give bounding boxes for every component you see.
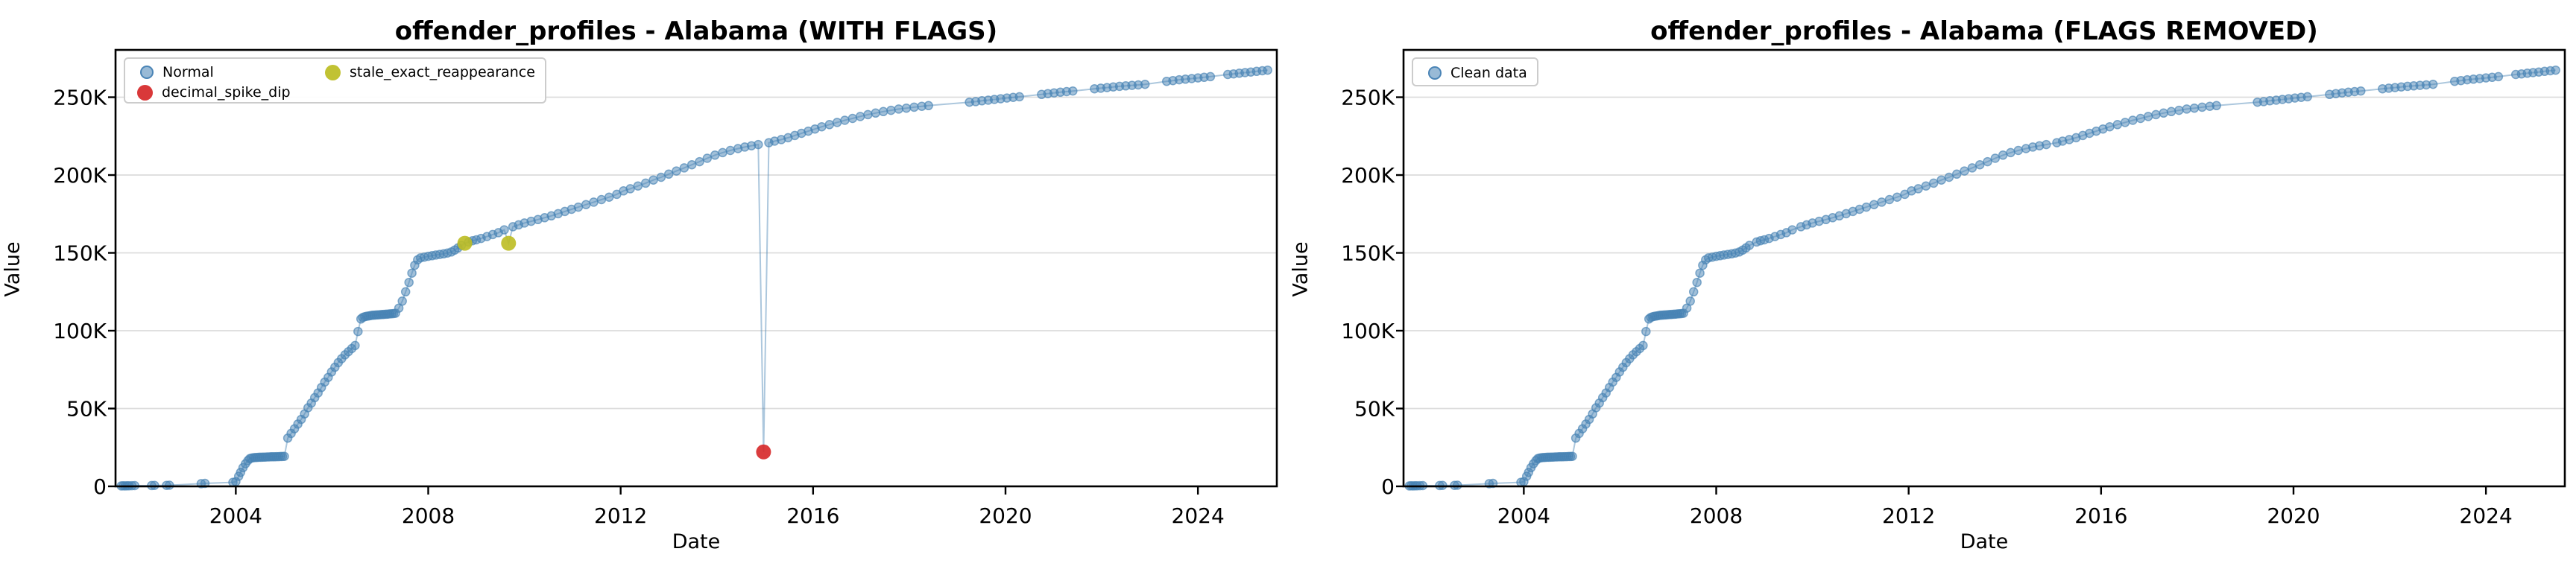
decimal-spike-dip-marker-icon	[137, 84, 153, 101]
x-tick-label: 2004	[1497, 503, 1550, 528]
x-tick-label: 2012	[594, 503, 647, 528]
y-tick-label: 200K	[53, 163, 107, 188]
x-axis-ticks: 2004 2008 2012 2016 2020 2024	[1497, 486, 2513, 528]
stale-exact-reappearance-point	[501, 235, 517, 251]
x-tick-label: 2004	[209, 503, 262, 528]
y-tick-label: 250K	[1341, 86, 1395, 110]
x-axis-label: Date	[672, 530, 721, 553]
x-axis-ticks: 2004 2008 2012 2016 2020 2024	[209, 486, 1225, 528]
y-tick-label: 100K	[53, 319, 107, 343]
gridlines	[1404, 96, 2565, 410]
x-tick-label: 2020	[979, 503, 1032, 528]
x-tick-label: 2008	[1690, 503, 1743, 528]
y-tick-label: 150K	[1341, 241, 1395, 266]
normal-data-points	[1404, 65, 2560, 491]
flagged-data-points	[457, 235, 771, 460]
plot-svg-flags-removed: 2004 2008 2012 2016 2020 2024 0 50K 100K 150K 200K…	[1341, 48, 2566, 528]
x-axis-label: Date	[1960, 530, 2009, 553]
y-tick-label: 0	[1381, 474, 1395, 499]
y-tick-label: 50K	[66, 397, 107, 422]
figure-with-flags: 2004 2008 2012 2016 2020 2024 0 50K 100K 150K 200K…	[1, 16, 1278, 553]
legend-flags-removed: Clean data	[1412, 57, 1538, 86]
y-axis-ticks: 0 50K 100K 150K 200K 250K	[1341, 86, 1404, 499]
y-tick-label: 200K	[1341, 163, 1395, 188]
plot-svg-with-flags: 2004 2008 2012 2016 2020 2024 0 50K 100K 150K 200K…	[53, 48, 1278, 528]
legend-label-stale-exact-reappearance: stale_exact_reappearance	[350, 64, 535, 80]
y-axis-label: Value	[1289, 241, 1313, 297]
legend-item-clean-data: Clean data	[1428, 65, 1527, 81]
clean-data-marker-icon	[1428, 66, 1442, 80]
legend-with-flags: Normal decimal_spike_dip stale_exact_rea…	[124, 57, 546, 104]
x-tick-label: 2024	[2460, 503, 2513, 528]
y-axis-ticks: 0 50K 100K 150K 200K 250K	[53, 86, 116, 499]
plot-border	[114, 48, 1278, 488]
decimal-spike-dip-point	[756, 444, 771, 460]
legend-item-normal: Normal	[140, 64, 214, 80]
legend-label-decimal-spike-dip: decimal_spike_dip	[162, 84, 291, 101]
plot-border	[1402, 48, 2566, 488]
y-tick-label: 150K	[53, 241, 107, 266]
y-tick-label: 250K	[53, 86, 107, 110]
stale-exact-reappearance-point	[457, 235, 473, 251]
y-axis-label: Value	[1, 241, 25, 297]
normal-data-points	[116, 65, 1272, 491]
x-tick-label: 2012	[1882, 503, 1935, 528]
gridlines	[116, 96, 1277, 410]
stale-exact-reappearance-marker-icon	[325, 64, 341, 80]
legend-item-stale-exact-reappearance: stale_exact_reappearance	[325, 64, 535, 80]
y-tick-label: 0	[93, 474, 107, 499]
x-tick-label: 2020	[2267, 503, 2320, 528]
normal-marker-icon	[140, 66, 154, 79]
y-tick-label: 100K	[1341, 319, 1395, 343]
legend-item-decimal-spike-dip: decimal_spike_dip	[137, 84, 291, 101]
x-tick-label: 2016	[2074, 503, 2127, 528]
chart-title: offender_profiles - Alabama (WITH FLAGS)	[394, 16, 998, 46]
x-tick-label: 2008	[402, 503, 455, 528]
x-tick-label: 2016	[786, 503, 839, 528]
chart-title: offender_profiles - Alabama (FLAGS REMOV…	[1650, 16, 2318, 46]
y-tick-label: 50K	[1354, 397, 1395, 422]
legend-label-normal: Normal	[162, 64, 214, 80]
legend-label-clean-data: Clean data	[1450, 65, 1527, 81]
x-tick-label: 2024	[1172, 503, 1225, 528]
figure-flags-removed: 2004 2008 2012 2016 2020 2024 0 50K 100K 150K 200K…	[1288, 0, 2576, 572]
